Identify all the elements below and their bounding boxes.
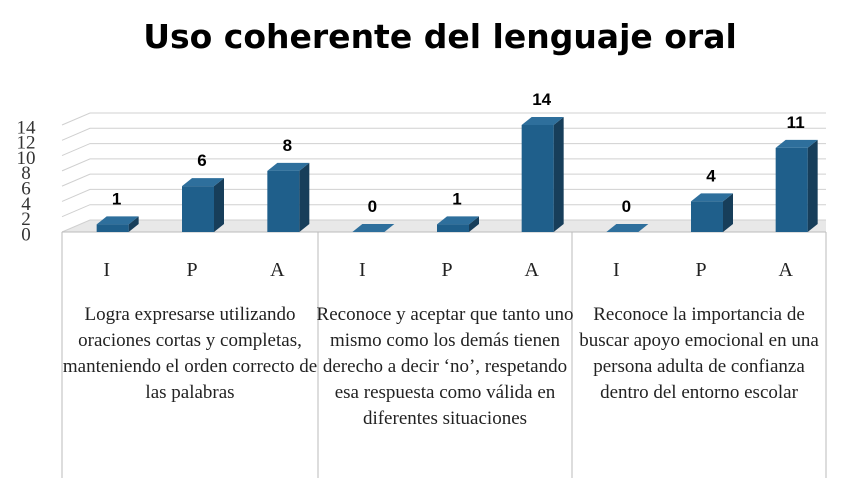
chart-title: Uso coherente del lenguaje oral bbox=[143, 17, 737, 56]
y-tick-label: 6 bbox=[21, 179, 31, 200]
x-tick-label: I bbox=[613, 259, 620, 281]
x-tick-label: A bbox=[270, 259, 285, 281]
x-tick-label: I bbox=[103, 259, 110, 281]
grid-line bbox=[61, 173, 826, 187]
bar-side bbox=[299, 162, 310, 232]
x-tick-label: A bbox=[778, 259, 793, 281]
group-label: Logra expresarse utilizando oraciones co… bbox=[62, 304, 318, 403]
bar bbox=[521, 125, 554, 232]
grid-line bbox=[61, 127, 826, 141]
grid-line bbox=[61, 143, 826, 157]
value-label: 4 bbox=[706, 166, 716, 185]
bar-side bbox=[128, 216, 139, 232]
x-tick-label: P bbox=[695, 259, 706, 281]
grid-line bbox=[61, 112, 826, 126]
grid-line bbox=[61, 219, 826, 233]
value-label: 0 bbox=[368, 197, 377, 216]
value-label: 1 bbox=[452, 189, 461, 208]
y-tick-label: 2 bbox=[21, 209, 31, 230]
bar-top bbox=[606, 224, 649, 232]
bar-top bbox=[96, 216, 139, 225]
x-tick-label: P bbox=[186, 259, 197, 281]
x-tick-label: A bbox=[524, 259, 539, 281]
value-label: 11 bbox=[787, 113, 805, 132]
bar bbox=[691, 201, 723, 232]
value-label: 8 bbox=[283, 136, 292, 155]
bar-top bbox=[182, 178, 224, 187]
bar-side bbox=[723, 193, 733, 232]
bar bbox=[96, 224, 129, 232]
y-tick-label: 8 bbox=[21, 163, 31, 184]
y-tick-label: 4 bbox=[21, 194, 31, 215]
bar-top bbox=[352, 224, 395, 232]
y-tick-label: 14 bbox=[17, 117, 37, 138]
bar bbox=[775, 147, 808, 232]
grid-line bbox=[61, 158, 826, 172]
bar-top bbox=[267, 162, 310, 171]
x-tick-label: I bbox=[359, 259, 366, 281]
bar bbox=[182, 186, 214, 232]
bar-side bbox=[553, 117, 564, 232]
bar-top bbox=[775, 139, 818, 148]
y-tick-label: 10 bbox=[17, 148, 36, 169]
value-label: 14 bbox=[532, 90, 551, 109]
value-label: 1 bbox=[112, 189, 121, 208]
y-tick-label: 12 bbox=[17, 133, 36, 154]
bar-top bbox=[437, 216, 479, 225]
grid-line bbox=[61, 204, 826, 218]
group-label: Reconoce y aceptar que tanto uno mismo c… bbox=[316, 304, 574, 429]
x-tick-label: P bbox=[441, 259, 452, 281]
bar-side bbox=[807, 139, 818, 232]
value-label: 6 bbox=[197, 151, 206, 170]
value-label: 0 bbox=[622, 197, 631, 216]
bar bbox=[437, 224, 469, 232]
bar-top bbox=[521, 117, 564, 125]
bar-side bbox=[469, 216, 479, 232]
y-tick-label: 0 bbox=[21, 224, 31, 245]
bar-top bbox=[691, 193, 733, 202]
grid-line bbox=[61, 188, 826, 202]
bar bbox=[267, 170, 300, 232]
group-label: Reconoce la importancia de buscar apoyo … bbox=[579, 304, 819, 403]
bar-side bbox=[214, 178, 224, 232]
